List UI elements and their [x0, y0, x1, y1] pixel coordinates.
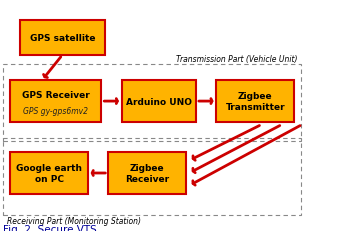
Bar [122, 81, 196, 122]
Text: Arduino UNO: Arduino UNO [126, 97, 192, 106]
Bar [10, 152, 88, 194]
Text: Receiving Part (Monitoring Station): Receiving Part (Monitoring Station) [7, 216, 141, 225]
Text: Google earth
on PC: Google earth on PC [16, 164, 82, 183]
Text: GPS satellite: GPS satellite [30, 34, 95, 43]
Text: GPS gy-gps6mv2: GPS gy-gps6mv2 [23, 106, 88, 115]
Bar [108, 152, 186, 194]
Text: GPS Receiver: GPS Receiver [22, 91, 90, 100]
Bar [3, 139, 301, 215]
Text: Transmission Part (Vehicle Unit): Transmission Part (Vehicle Unit) [176, 55, 297, 64]
Text: Fig. 2. Secure VTS.: Fig. 2. Secure VTS. [3, 224, 100, 231]
Text: Zigbee
Transmitter: Zigbee Transmitter [225, 92, 285, 111]
Text: Zigbee
Receiver: Zigbee Receiver [125, 164, 169, 183]
Bar [10, 81, 101, 122]
Bar [216, 81, 294, 122]
Bar [20, 21, 105, 55]
Bar [3, 65, 301, 141]
